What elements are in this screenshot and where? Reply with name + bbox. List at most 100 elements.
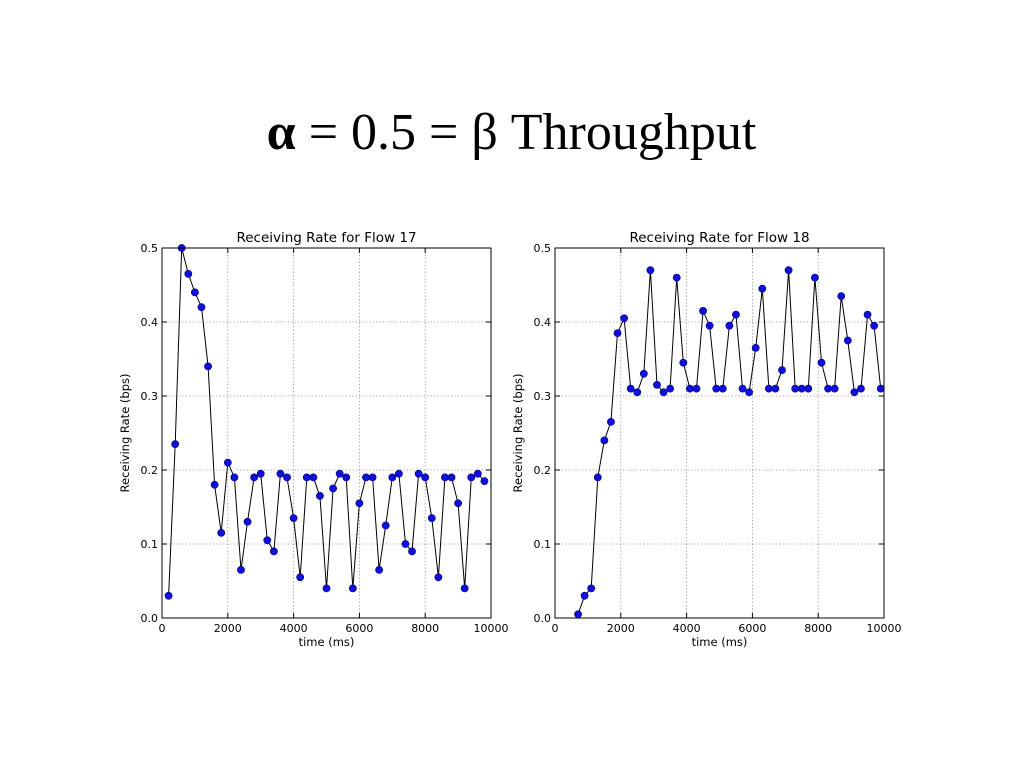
- data-point: [837, 292, 846, 300]
- data-point: [283, 473, 291, 482]
- data-point: [276, 469, 285, 478]
- x-tick-label: 8000: [411, 622, 439, 635]
- data-point: [732, 310, 740, 319]
- data-point: [784, 266, 793, 275]
- x-tick-label: 8000: [804, 622, 832, 635]
- x-tick-label: 2000: [607, 622, 635, 635]
- data-point: [408, 547, 416, 556]
- data-point: [388, 473, 397, 482]
- data-point: [335, 469, 344, 478]
- chart-flow-17: 0 2000 4000 6000 8000 10000 0.0 0.1 0.2 0.3 0.4 0.5…: [118, 230, 509, 649]
- y-tick-label: 0.4: [534, 316, 552, 329]
- data-point: [394, 469, 403, 478]
- data-point: [421, 473, 430, 482]
- data-point: [263, 536, 272, 545]
- data-point: [243, 517, 252, 526]
- slide-title: α = 0.5 = β Throughput: [0, 102, 1023, 164]
- data-point: [441, 473, 449, 482]
- x-tick-label: 6000: [738, 622, 766, 635]
- data-point: [811, 273, 819, 282]
- data-point: [217, 528, 226, 537]
- data-point: [197, 303, 206, 312]
- data-point: [876, 384, 885, 393]
- data-point: [348, 584, 357, 593]
- data-point: [184, 270, 193, 278]
- data-point: [863, 310, 872, 319]
- data-point: [797, 384, 806, 393]
- data-point: [672, 273, 681, 282]
- data-point: [309, 473, 318, 482]
- data-point: [256, 469, 265, 478]
- data-point: [607, 417, 615, 426]
- y-tick-label: 0.5: [534, 242, 552, 255]
- data-point: [434, 573, 443, 582]
- data-point: [804, 384, 813, 393]
- data-point: [758, 284, 767, 293]
- data-point: [738, 384, 747, 393]
- data-point: [375, 565, 384, 574]
- data-point: [764, 384, 773, 393]
- y-tick-label: 0.2: [534, 464, 552, 477]
- plot-frame: [554, 247, 885, 619]
- data-point: [355, 499, 364, 508]
- data-point: [699, 307, 707, 315]
- x-tick-label: 10000: [867, 622, 902, 635]
- data-point: [666, 384, 675, 393]
- data-point: [580, 591, 589, 600]
- data-point: [587, 584, 596, 593]
- data-point: [574, 610, 582, 619]
- y-tick-label: 0.0: [534, 612, 552, 625]
- data-point: [620, 314, 628, 323]
- x-tick-label: 0: [552, 622, 559, 635]
- data-point: [791, 384, 800, 393]
- y-tick-label: 0.3: [534, 390, 552, 403]
- data-point: [296, 573, 305, 582]
- data-point: [679, 358, 688, 367]
- data-point: [230, 473, 239, 482]
- data-point: [362, 473, 370, 482]
- data-point: [269, 547, 278, 556]
- data-point: [613, 329, 622, 337]
- chart-title: Receiving Rate for Flow 17: [236, 230, 416, 246]
- data-point: [745, 388, 754, 397]
- data-point: [870, 321, 879, 330]
- data-point: [237, 565, 245, 574]
- x-axis-label: time (ms): [692, 635, 748, 649]
- data-point: [210, 480, 219, 489]
- data-point: [342, 473, 351, 482]
- data-point: [705, 321, 714, 330]
- data-point: [718, 384, 727, 393]
- data-point: [289, 514, 298, 522]
- chart-flow-18: 0 2000 4000 6000 8000 10000 0.0 0.1 0.2 0.3 0.4 0.5…: [511, 230, 902, 649]
- data-point: [427, 514, 436, 522]
- data-point: [830, 384, 839, 393]
- data-point: [302, 473, 311, 482]
- data-point: [653, 380, 661, 389]
- x-tick-label: 2000: [214, 622, 242, 635]
- data-point: [824, 384, 832, 393]
- data-point: [751, 344, 760, 352]
- data-point: [600, 436, 609, 445]
- data-point: [659, 388, 668, 397]
- data-point: [712, 384, 721, 393]
- data-point: [171, 440, 180, 448]
- data-point: [204, 362, 212, 371]
- data-point: [692, 384, 701, 393]
- data-point: [725, 321, 734, 330]
- data-point: [639, 369, 648, 378]
- data-point: [843, 336, 852, 345]
- data-point: [626, 384, 635, 393]
- data-point: [381, 521, 390, 530]
- x-tick-label: 6000: [345, 622, 373, 635]
- x-tick-label: 4000: [280, 622, 308, 635]
- data-point: [316, 491, 324, 500]
- data-point: [771, 384, 780, 393]
- title-text: = 0.5 = β Throughput: [295, 104, 757, 161]
- data-point: [460, 584, 469, 593]
- x-tick-label: 0: [159, 622, 166, 635]
- y-tick-label: 0.1: [141, 538, 159, 551]
- y-tick-label: 0.5: [141, 242, 159, 255]
- data-point: [593, 473, 602, 482]
- data-point: [164, 591, 173, 600]
- y-tick-label: 0.1: [534, 538, 552, 551]
